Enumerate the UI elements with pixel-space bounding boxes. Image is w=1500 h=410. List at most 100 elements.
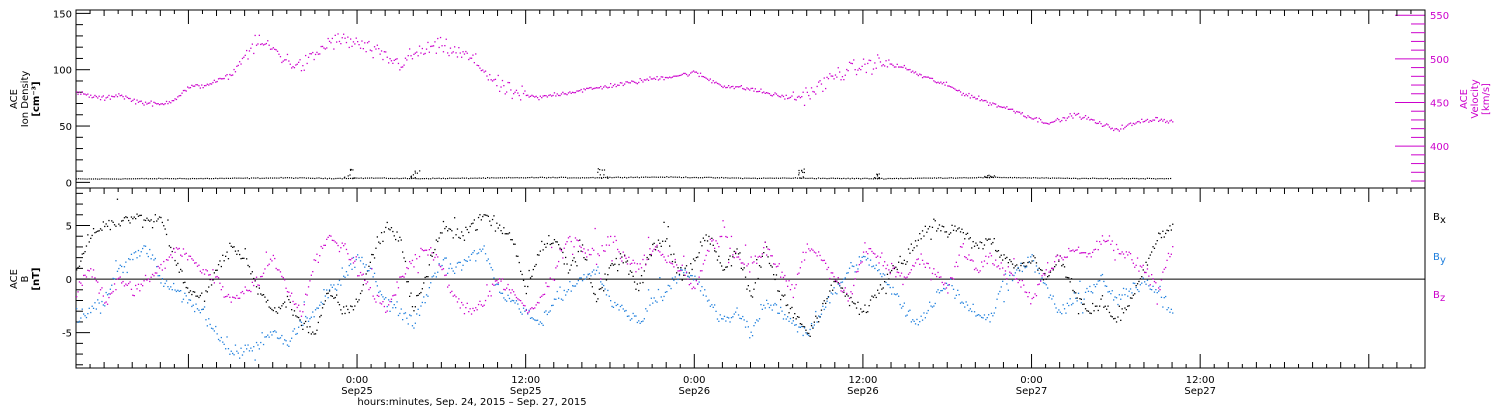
by-point	[411, 325, 414, 327]
bx-point	[361, 290, 363, 292]
by-point	[91, 305, 93, 307]
bx-point	[698, 252, 700, 254]
density-point	[921, 177, 923, 179]
density-point	[597, 168, 599, 170]
velocity-point	[459, 52, 461, 54]
by-point	[1007, 289, 1009, 291]
bx-point	[1124, 307, 1126, 309]
by-point	[715, 310, 717, 312]
by-point	[666, 291, 668, 293]
bx-point	[428, 264, 430, 266]
by-point	[1000, 286, 1002, 288]
bx-point	[677, 267, 679, 269]
velocity-point	[796, 96, 799, 98]
by-point	[184, 292, 186, 294]
velocity-point	[794, 98, 796, 101]
density-point	[415, 178, 417, 180]
velocity-point	[1108, 126, 1111, 128]
bx-point	[794, 313, 796, 315]
velocity-point	[468, 58, 470, 61]
velocity-point	[919, 73, 921, 75]
velocity-point	[716, 82, 719, 85]
bx-point	[336, 294, 338, 296]
density-point	[364, 177, 366, 179]
by-point	[92, 307, 95, 309]
by-point	[361, 256, 363, 259]
density-point	[463, 177, 465, 179]
bx-point	[1167, 230, 1170, 232]
density-point	[444, 178, 447, 180]
by-point	[119, 264, 121, 266]
by-point	[822, 305, 824, 307]
bz-point	[803, 259, 806, 261]
velocity-point	[130, 100, 133, 102]
velocity-point	[1111, 127, 1113, 129]
density-point	[1009, 176, 1011, 179]
bx-point	[338, 304, 341, 306]
velocity-point	[144, 101, 147, 103]
bx-point	[810, 325, 813, 327]
bz-point	[913, 265, 915, 267]
by-point	[257, 344, 259, 346]
bz-point	[298, 304, 300, 306]
velocity-point	[968, 92, 970, 95]
velocity-point	[355, 37, 357, 39]
velocity-point	[802, 91, 804, 93]
by-point	[368, 270, 370, 272]
density-point	[799, 177, 801, 179]
bx-point	[375, 247, 377, 249]
bz-point	[1077, 246, 1080, 248]
velocity-point	[132, 99, 134, 102]
bx-point	[359, 292, 362, 295]
density-point	[817, 177, 820, 179]
bz-point	[884, 261, 886, 263]
bz-point	[536, 301, 539, 304]
density-point	[976, 177, 978, 179]
bz-point	[714, 247, 716, 249]
bz-point	[128, 282, 130, 285]
velocity-point	[382, 58, 384, 61]
by-point	[307, 320, 310, 322]
by-point	[1051, 298, 1053, 300]
density-point	[362, 177, 364, 180]
density-point	[181, 178, 183, 180]
density-point	[782, 177, 784, 179]
velocity-point	[902, 66, 904, 69]
by-point	[483, 245, 485, 247]
bx-point	[996, 250, 998, 253]
bx-point	[409, 295, 411, 297]
density-point	[1108, 178, 1110, 180]
by-point	[87, 313, 89, 315]
by-point	[958, 294, 960, 296]
density-point	[421, 178, 423, 180]
by-point	[598, 272, 600, 274]
bz-point	[91, 276, 93, 278]
velocity-point	[216, 80, 218, 83]
density-point	[588, 177, 590, 179]
bx-point	[466, 228, 468, 231]
by-point	[1056, 311, 1059, 313]
velocity-point	[812, 90, 814, 93]
bx-point	[913, 247, 915, 249]
velocity-point	[196, 84, 199, 86]
bz-point	[617, 248, 619, 251]
bx-point	[778, 290, 780, 292]
density-point	[541, 176, 543, 178]
bx-point	[133, 216, 135, 218]
by-point	[386, 305, 388, 308]
bx-point	[566, 263, 568, 265]
velocity-point	[1083, 116, 1085, 119]
velocity-point	[1044, 122, 1046, 124]
y-right-tick-label: 550	[1430, 11, 1449, 22]
velocity-point	[84, 93, 86, 95]
density-point	[206, 177, 208, 179]
density-point	[482, 177, 484, 179]
density-point	[978, 176, 980, 178]
bx-point	[538, 254, 540, 256]
velocity-point	[773, 94, 775, 96]
by-point	[545, 310, 547, 312]
velocity-point	[470, 57, 473, 59]
bz-point	[902, 283, 904, 286]
bz-point	[660, 254, 662, 256]
velocity-point	[212, 81, 214, 84]
